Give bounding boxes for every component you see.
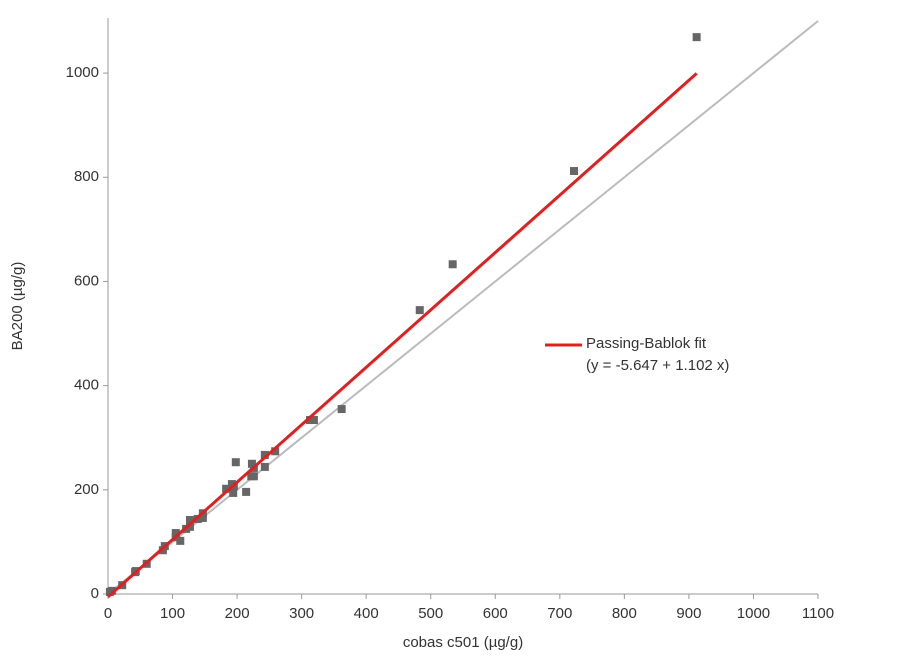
point <box>171 529 180 538</box>
y-tick-label: 200 <box>74 481 99 498</box>
point <box>692 33 701 42</box>
point <box>229 488 238 497</box>
legend-equation-box: (y = -5.647 + 1.102 x) <box>586 357 730 374</box>
point <box>448 260 457 269</box>
point <box>231 458 240 467</box>
x-tick-label: 200 <box>225 605 250 622</box>
point <box>247 459 256 468</box>
x-tick-label: 700 <box>547 605 572 622</box>
legend-name-box: Passing-Bablok fit <box>586 335 707 352</box>
y-tick-label: 400 <box>74 377 99 394</box>
legend-equation: (y = -5.647 + 1.102 x) <box>586 357 730 374</box>
x-tick-label: 1000 <box>737 605 770 622</box>
x-tick-label: 0 <box>104 605 112 622</box>
point <box>415 306 424 315</box>
point <box>306 416 315 425</box>
x-axis-title: cobas c501 (µg/g) <box>403 634 523 651</box>
point <box>260 462 269 471</box>
y-axis-title: BA200 (µg/g) <box>9 262 26 351</box>
point <box>242 487 251 496</box>
point <box>260 450 269 459</box>
y-tick-label: 1000 <box>66 64 99 81</box>
legend-name: Passing-Bablok fit <box>586 335 707 352</box>
identity-line <box>107 20 819 595</box>
x-tick-label: 1100 <box>802 605 834 622</box>
point <box>570 167 579 176</box>
y-tick-label: 800 <box>74 168 99 185</box>
x-tick-label: 300 <box>289 605 314 622</box>
point <box>198 513 207 522</box>
x-tick-label: 500 <box>418 605 443 622</box>
fit-line <box>107 72 698 599</box>
point <box>158 546 167 555</box>
point <box>105 587 114 596</box>
point <box>271 447 280 456</box>
x-tick-label: 900 <box>676 605 701 622</box>
x-tick-label: 600 <box>483 605 508 622</box>
x-tick-label: 800 <box>612 605 637 622</box>
point <box>176 536 185 545</box>
x-tick-label: 400 <box>354 605 379 622</box>
point <box>227 480 236 489</box>
point <box>337 405 346 414</box>
x-tick-label: 100 <box>160 605 185 622</box>
point <box>185 516 194 525</box>
y-tick-label: 0 <box>91 585 99 602</box>
y-tick-label: 600 <box>74 272 99 289</box>
point <box>222 484 231 493</box>
point <box>247 472 256 481</box>
